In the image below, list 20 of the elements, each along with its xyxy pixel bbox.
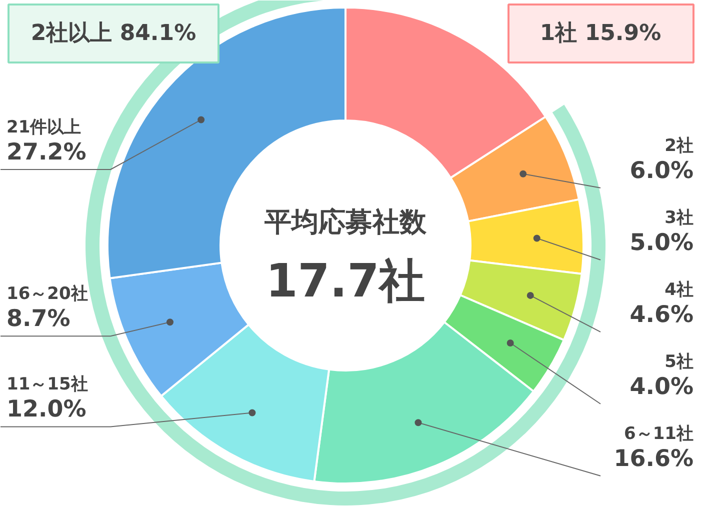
slice-label: 1社 15.9% <box>540 21 662 46</box>
data-label: 27.2% <box>6 140 86 166</box>
data-label: 5.0% <box>630 230 694 256</box>
slice-label: 16～20社 <box>6 284 88 304</box>
text: 2社以上 84.1% <box>30 21 196 46</box>
data-label: 8.7% <box>6 306 70 332</box>
text: 平均応募社数 <box>264 207 428 238</box>
data-label: 12.0% <box>6 396 86 423</box>
slice-label: 6～11社 <box>624 424 694 444</box>
data-label: 4.6% <box>630 302 694 328</box>
slice-label: 4社 <box>664 280 694 300</box>
text: 17.7社 <box>266 254 426 308</box>
slice-label: 11～15社 <box>6 374 88 395</box>
slice-label: 2社 <box>664 136 694 156</box>
data-label: 4.0% <box>630 374 694 400</box>
slice-label: 21件以上 <box>6 118 82 138</box>
data-label: 16.6% <box>614 446 694 472</box>
slice-label: 5社 <box>664 352 694 372</box>
data-label: 6.0% <box>630 158 694 184</box>
slice-label: 3社 <box>664 208 694 228</box>
